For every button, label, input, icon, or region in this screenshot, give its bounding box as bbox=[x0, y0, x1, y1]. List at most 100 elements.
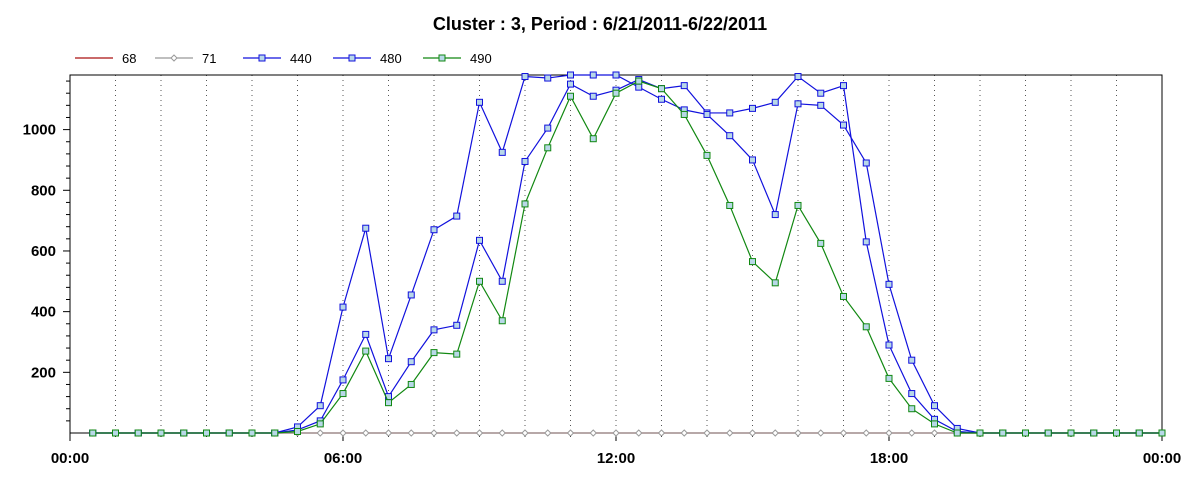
grid bbox=[115, 75, 1117, 433]
data-point bbox=[1022, 429, 1029, 437]
data-point bbox=[749, 156, 756, 164]
y-tick-label: 800 bbox=[31, 182, 56, 199]
data-point bbox=[430, 226, 438, 234]
data-point bbox=[225, 429, 233, 437]
x-tick-label: 00:00 bbox=[1143, 450, 1181, 467]
data-point bbox=[453, 429, 461, 437]
legend-item: 440 bbox=[243, 51, 312, 66]
data-point bbox=[407, 429, 415, 437]
data-point bbox=[294, 427, 301, 435]
legend-marker bbox=[258, 54, 266, 62]
data-point bbox=[566, 429, 575, 437]
y-tick-label: 200 bbox=[31, 364, 56, 381]
chart-title: Cluster : 3, Period : 6/21/2011-6/22/201… bbox=[433, 14, 767, 34]
data-point bbox=[385, 355, 392, 363]
data-point bbox=[635, 429, 643, 437]
data-point bbox=[885, 341, 893, 349]
data-point bbox=[726, 201, 734, 209]
data-point bbox=[567, 80, 574, 88]
data-point bbox=[817, 89, 825, 97]
data-point bbox=[544, 429, 552, 437]
legend-item: 480 bbox=[333, 51, 402, 66]
data-point bbox=[498, 277, 506, 285]
data-point bbox=[271, 429, 279, 437]
y-tick-label: 600 bbox=[31, 243, 56, 260]
data-point bbox=[862, 238, 870, 246]
data-point bbox=[999, 429, 1007, 437]
data-point bbox=[658, 95, 665, 103]
data-point bbox=[567, 71, 574, 79]
data-point bbox=[726, 429, 734, 437]
legend-marker bbox=[170, 54, 178, 62]
data-point bbox=[89, 429, 97, 437]
data-point bbox=[316, 429, 324, 437]
data-point bbox=[794, 429, 802, 437]
data-point bbox=[180, 429, 188, 437]
data-point bbox=[771, 98, 779, 106]
data-point bbox=[726, 109, 734, 117]
data-point bbox=[885, 374, 893, 382]
legend-label: 68 bbox=[122, 51, 136, 66]
x-tick-label: 06:00 bbox=[324, 450, 362, 467]
legend-label: 440 bbox=[290, 51, 312, 66]
legend: 68 71 440 480 490 bbox=[75, 51, 492, 66]
series-layer bbox=[89, 71, 1166, 437]
data-point bbox=[1090, 429, 1098, 437]
data-point bbox=[794, 201, 802, 209]
data-point bbox=[885, 280, 893, 288]
data-point bbox=[544, 74, 552, 82]
series-line bbox=[92, 74, 1162, 434]
data-point bbox=[703, 151, 711, 159]
data-point bbox=[794, 73, 802, 81]
axes: 200 400 600 800 1000 00:00 06:00 12:00 18:00 00:0… bbox=[23, 80, 1181, 467]
data-point bbox=[749, 258, 756, 266]
data-point bbox=[771, 429, 779, 437]
data-point bbox=[248, 429, 256, 437]
data-point bbox=[839, 429, 848, 437]
data-point bbox=[339, 429, 347, 437]
data-point bbox=[384, 429, 393, 437]
data-point bbox=[475, 429, 484, 437]
data-point bbox=[885, 429, 893, 437]
data-point bbox=[498, 148, 506, 156]
data-point bbox=[840, 82, 847, 90]
data-point bbox=[339, 390, 347, 398]
data-point bbox=[407, 358, 415, 366]
data-point bbox=[430, 326, 438, 334]
legend-marker bbox=[348, 54, 356, 62]
data-point bbox=[931, 402, 938, 410]
legend-item: 68 bbox=[75, 51, 136, 66]
data-point bbox=[589, 71, 597, 79]
data-point bbox=[385, 399, 392, 407]
data-point bbox=[521, 73, 529, 81]
data-point bbox=[612, 429, 620, 437]
data-point bbox=[749, 104, 756, 112]
data-point bbox=[612, 89, 620, 97]
data-point bbox=[407, 380, 415, 388]
data-point bbox=[726, 132, 734, 140]
x-tick-label: 12:00 bbox=[597, 450, 635, 467]
data-point bbox=[589, 429, 597, 437]
data-point bbox=[1113, 429, 1120, 437]
data-point bbox=[453, 321, 461, 329]
data-point bbox=[635, 77, 643, 85]
data-point bbox=[817, 429, 825, 437]
data-point bbox=[430, 349, 438, 357]
data-point bbox=[521, 200, 529, 208]
data-point bbox=[476, 98, 483, 106]
data-point bbox=[521, 157, 529, 165]
data-point bbox=[1135, 429, 1143, 437]
data-point bbox=[953, 429, 961, 437]
data-point bbox=[362, 347, 370, 355]
data-point bbox=[703, 110, 711, 118]
data-point bbox=[748, 429, 757, 437]
data-point bbox=[862, 159, 870, 167]
data-point bbox=[658, 85, 665, 93]
series-440 bbox=[89, 73, 1166, 437]
data-point bbox=[362, 224, 370, 232]
data-point bbox=[476, 236, 483, 244]
data-point bbox=[862, 323, 870, 331]
data-point bbox=[908, 390, 916, 398]
data-point bbox=[407, 291, 415, 299]
data-point bbox=[976, 429, 984, 437]
